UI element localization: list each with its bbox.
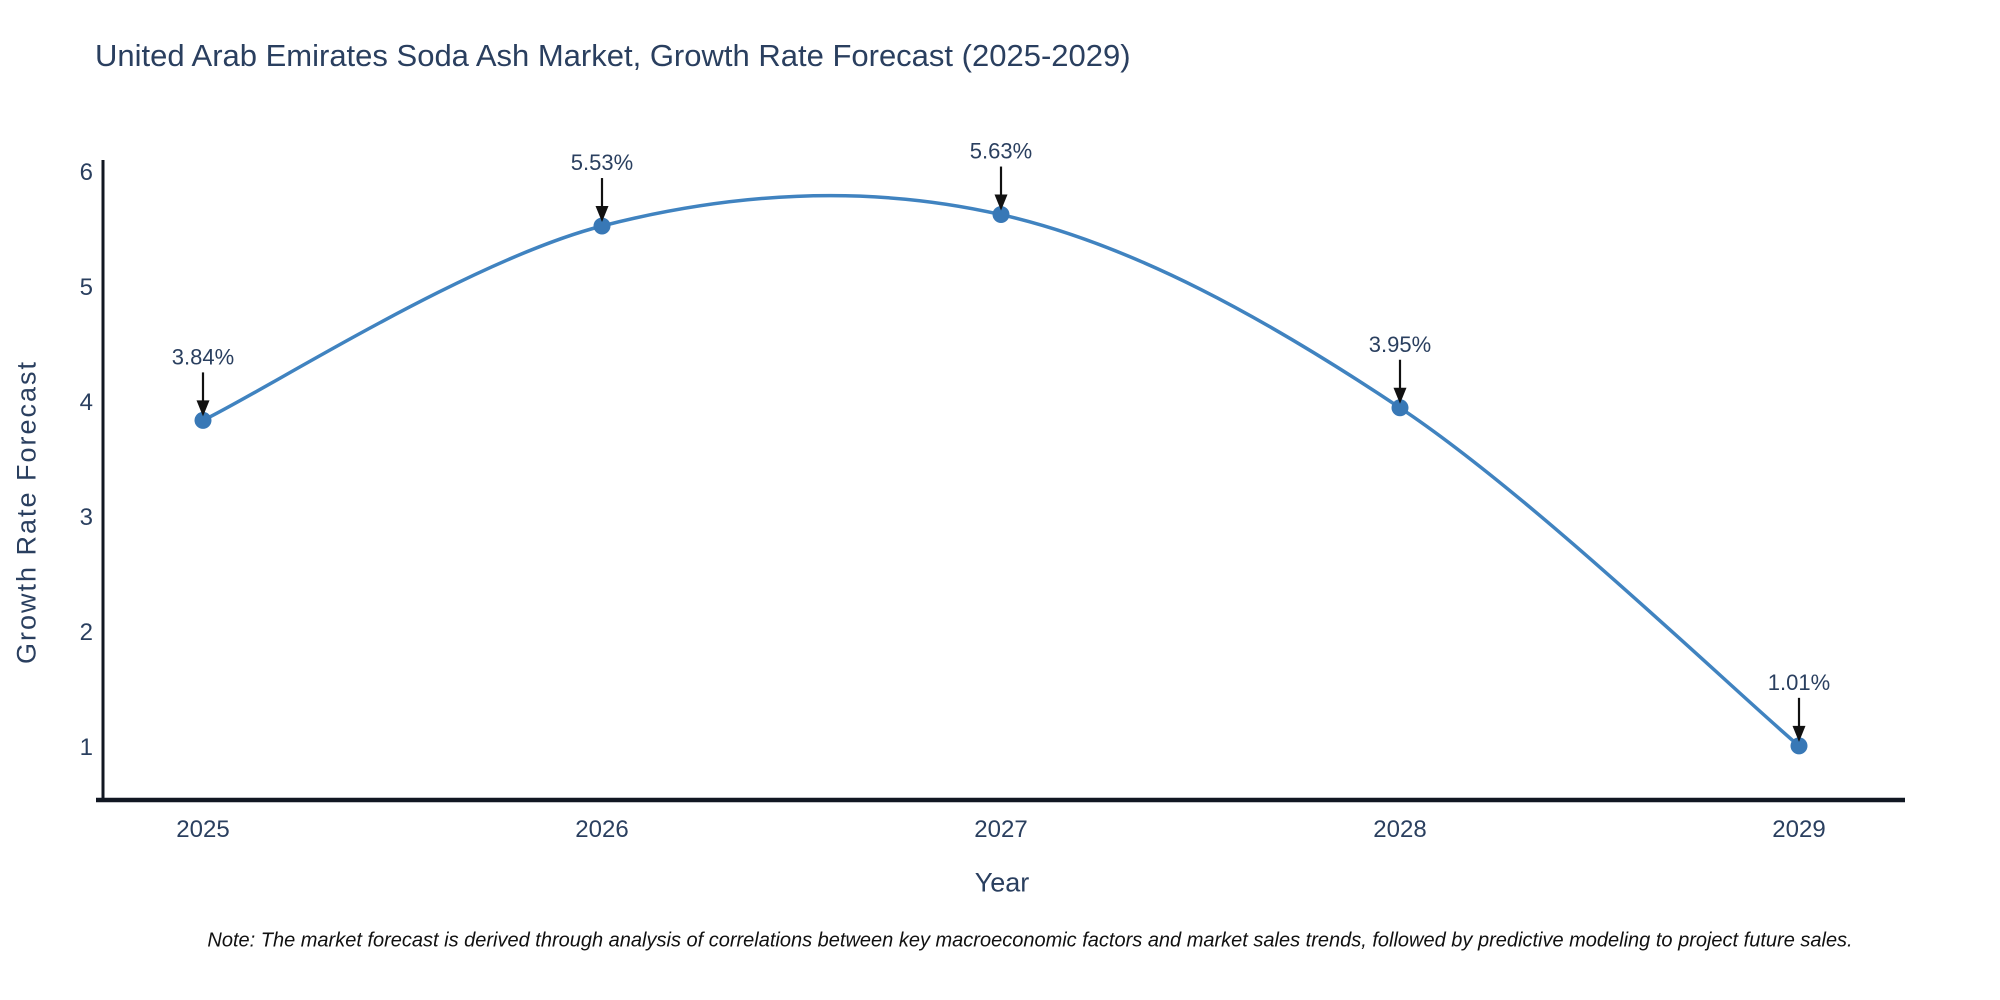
- annotation-label: 1.01%: [1768, 670, 1830, 695]
- annotation-arrowhead: [595, 206, 609, 223]
- x-tick-label: 2028: [1373, 816, 1426, 843]
- y-tick-label: 4: [80, 389, 93, 416]
- footnote: Note: The market forecast is derived thr…: [207, 929, 1853, 952]
- annotation-label: 3.95%: [1369, 332, 1431, 357]
- y-tick-label: 1: [80, 734, 93, 761]
- chart-title: United Arab Emirates Soda Ash Market, Gr…: [95, 38, 1131, 73]
- annotation-arrowhead: [1792, 725, 1806, 742]
- annotation-arrowhead: [196, 400, 210, 417]
- series-line: [201, 193, 1801, 748]
- y-tick-label: 6: [80, 159, 93, 186]
- data-point-marker: [194, 411, 212, 429]
- data-point-marker: [1391, 399, 1409, 417]
- x-tick-label: 2029: [1772, 816, 1825, 843]
- y-tick-label: 5: [80, 274, 93, 301]
- x-axis-title: Year: [974, 867, 1030, 898]
- annotation-label: 5.53%: [571, 150, 633, 175]
- data-point-marker: [992, 206, 1010, 224]
- x-tick-label: 2026: [575, 816, 628, 843]
- annotation-arrowhead: [994, 194, 1008, 211]
- data-point-marker: [593, 217, 611, 235]
- annotation-arrowhead: [1393, 387, 1407, 404]
- y-tick-label: 2: [80, 619, 93, 646]
- data-point-marker: [1790, 737, 1808, 755]
- x-tick-label: 2025: [176, 816, 229, 843]
- annotation-label: 5.63%: [970, 139, 1032, 164]
- y-tick-label: 3: [80, 504, 93, 531]
- annotation-label: 3.84%: [172, 344, 234, 369]
- x-tick-label: 2027: [974, 816, 1027, 843]
